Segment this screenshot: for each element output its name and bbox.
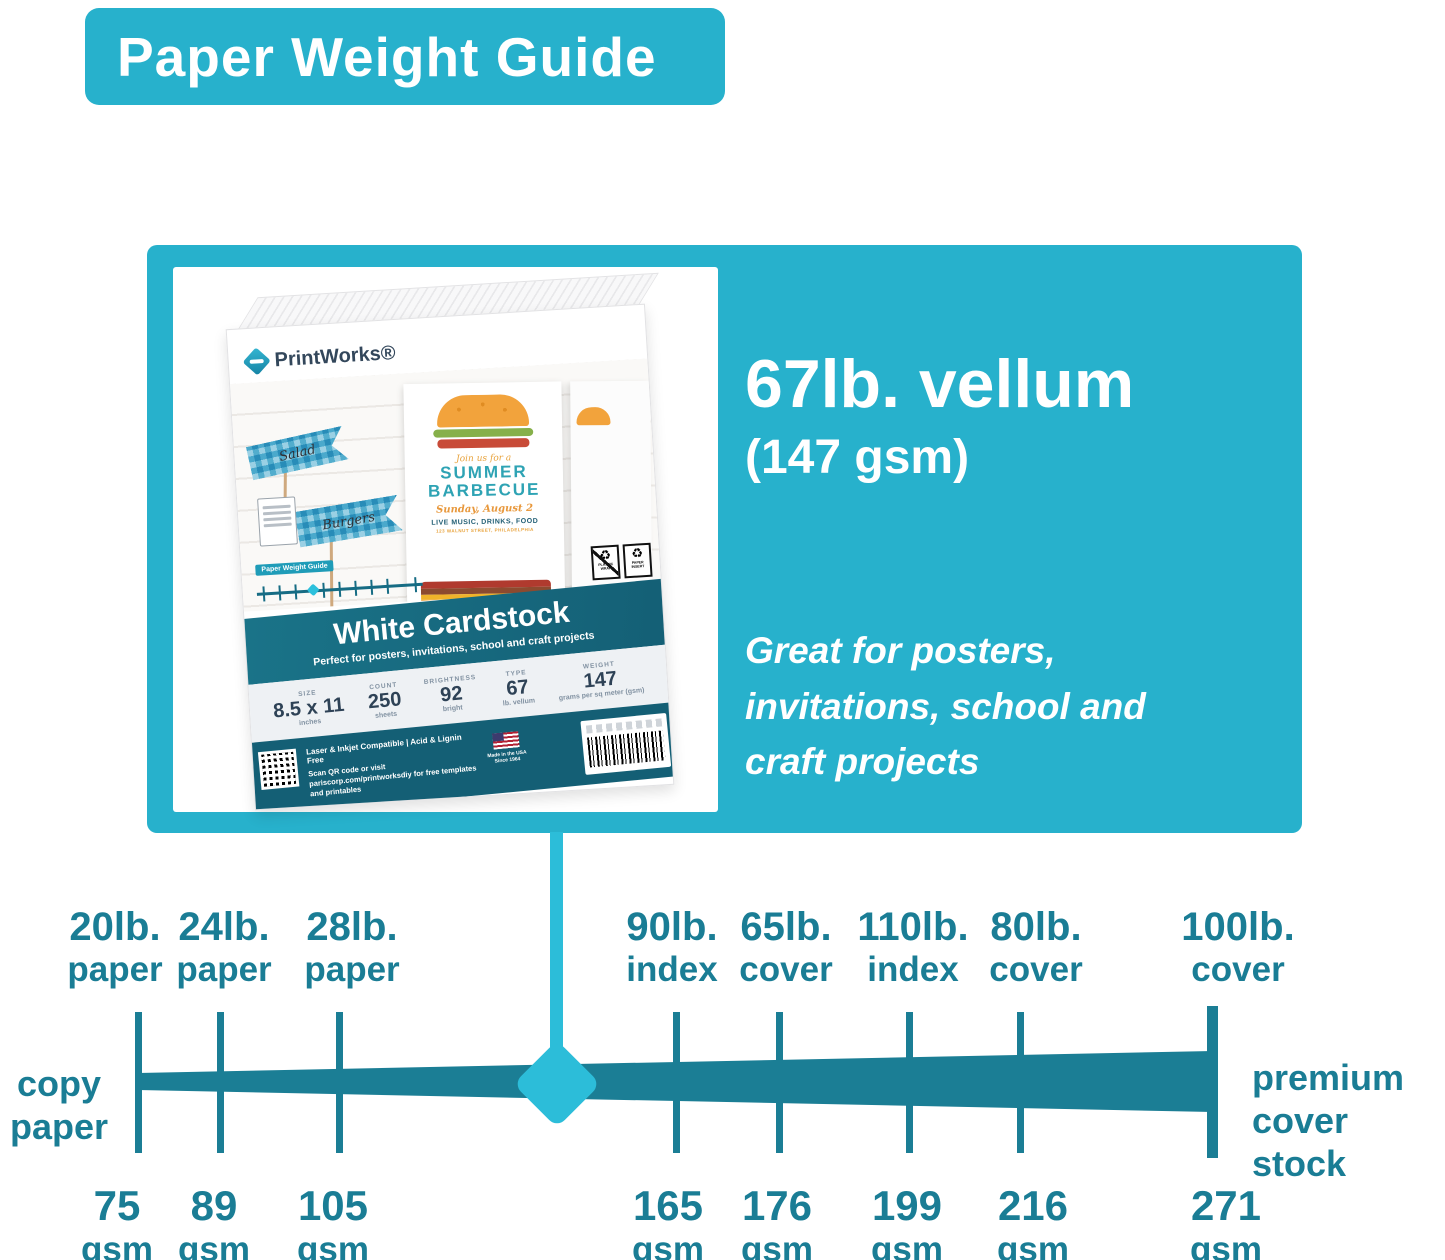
copy-paper-label: copy paper	[9, 1063, 109, 1148]
page-title: Paper Weight Guide	[117, 25, 657, 88]
gsm-label-165: 165 gsm	[632, 1182, 704, 1260]
tick-28lb	[336, 1012, 343, 1153]
gsm-label-271: 271 gsm	[1190, 1182, 1262, 1260]
tick-90lb	[673, 1012, 680, 1153]
weight-label-20lb: 20lb. paper	[67, 905, 163, 989]
weight-label-80lb: 80lb. cover	[989, 905, 1083, 989]
premium-cover-stock-label: premium cover stock	[1252, 1057, 1405, 1185]
tick-80lb	[1017, 1012, 1024, 1153]
tick-110lb	[906, 1012, 913, 1153]
weight-label-24lb: 24lb. paper	[176, 905, 272, 989]
gsm-label-89: 89 gsm	[178, 1182, 250, 1260]
highlight-description: Great for posters, invitations, school a…	[745, 630, 1146, 782]
weight-label-90lb: 90lb. index	[626, 905, 718, 989]
highlight-gsm: (147 gsm)	[745, 431, 970, 484]
marker-connector-line	[550, 832, 563, 1048]
highlight-weight: 67lb. vellum	[745, 346, 1135, 422]
tick-20lb	[135, 1012, 142, 1153]
weight-label-110lb: 110lb. index	[857, 905, 969, 989]
weight-label-65lb: 65lb. cover	[739, 905, 833, 989]
tick-65lb	[776, 1012, 783, 1153]
gsm-label-176: 176 gsm	[741, 1182, 813, 1260]
weight-label-100lb: 100lb. cover	[1181, 905, 1295, 989]
title-badge: Paper Weight Guide	[85, 8, 725, 105]
tick-24lb	[217, 1012, 224, 1153]
weight-label-28lb: 28lb. paper	[304, 905, 400, 989]
gsm-label-216: 216 gsm	[997, 1182, 1069, 1260]
gsm-label-199: 199 gsm	[871, 1182, 943, 1260]
tick-100lb	[1207, 1006, 1218, 1158]
gsm-label-105: 105 gsm	[297, 1182, 369, 1260]
gsm-label-75: 75 gsm	[81, 1182, 153, 1260]
